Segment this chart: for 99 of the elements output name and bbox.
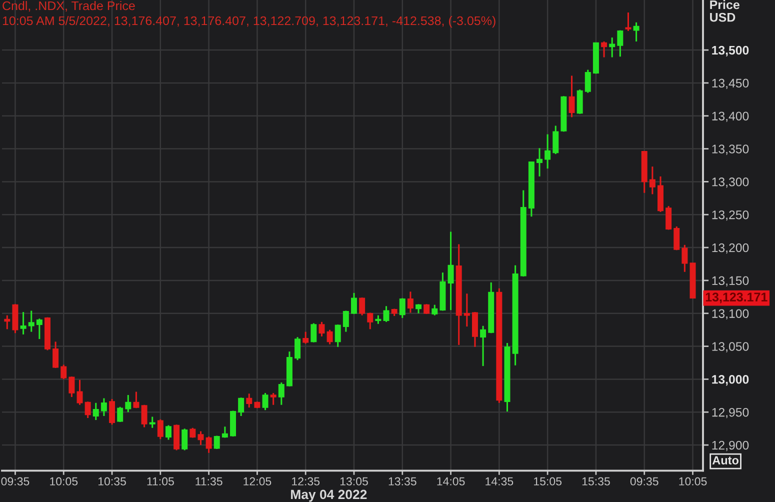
text: Auto: [712, 456, 739, 464]
candlestick: [472, 311, 478, 348]
candlestick: [125, 394, 132, 413]
candlestick: [222, 426, 228, 439]
y-tick-label: 13,200: [712, 243, 749, 254]
candlestick: [350, 292, 357, 315]
candlestick: [165, 424, 172, 441]
candlestick: [190, 427, 196, 439]
candlestick: [278, 382, 284, 406]
x-tick-label: 10:05: [50, 477, 78, 486]
candlestick: [383, 305, 390, 323]
candlestick: [4, 314, 10, 330]
y-axis-title: Price USD: [710, 0, 740, 22]
candlestick: [294, 336, 301, 361]
x-tick-label: 14:05: [437, 477, 465, 486]
candlestick: [568, 74, 575, 118]
y-tick-label: 13,000: [712, 375, 749, 386]
x-tick-label: 12:35: [292, 477, 320, 486]
candlestick: [109, 398, 116, 426]
y-tick-label: 12,950: [712, 408, 749, 418]
candlestick: [76, 379, 83, 406]
candlestick: [182, 428, 188, 452]
candlestick: [399, 297, 406, 319]
candlestick: [36, 318, 42, 340]
candlestick: [174, 424, 180, 452]
candlestick: [270, 392, 276, 406]
candlestick: [367, 312, 374, 330]
candlestick: [552, 124, 559, 155]
x-tick-label: 12:05: [244, 477, 272, 486]
y-tick-label: 13,450: [712, 78, 749, 90]
candlestick: [262, 392, 268, 411]
chart-title: Cndl, .NDX, Trade Price: [2, 1, 135, 12]
candlestick: [68, 376, 75, 398]
y-tick-label: 13,400: [712, 112, 749, 122]
x-tick-label: 15:35: [582, 477, 610, 486]
y-tick-label: 13,300: [712, 178, 749, 188]
candlestick: [206, 436, 212, 454]
x-axis-title: May 04 2022: [291, 490, 367, 502]
candlestick: [609, 36, 616, 58]
candlestick: [214, 435, 220, 450]
x-tick-label: 14:35: [486, 477, 514, 486]
y-tick-label: 13,500: [712, 46, 749, 56]
candlestick: [448, 230, 454, 311]
candlestick: [149, 416, 156, 429]
text: 13,123.171: [706, 292, 768, 304]
candlestick: [407, 290, 414, 314]
candlestick: [302, 331, 309, 344]
candlestick: [246, 392, 252, 408]
candlestick: [633, 22, 640, 42]
candlestick: [464, 292, 470, 328]
candlestick: [84, 400, 91, 419]
candlestick: [326, 329, 333, 346]
candlestick: [649, 166, 656, 195]
candlestick: [318, 321, 325, 338]
candlestick: [480, 325, 486, 367]
candlestick: [117, 406, 124, 423]
candlestick: [92, 402, 99, 421]
x-tick-label: 13:05: [340, 477, 368, 486]
candlestick: [536, 147, 543, 178]
candlestick: [238, 396, 244, 417]
candlestick: [544, 134, 551, 170]
candlestick: [674, 226, 680, 251]
candlestick: [28, 310, 34, 333]
x-tick-label: 15:05: [534, 477, 562, 486]
y-tick-label: 12,900: [712, 440, 749, 452]
candlestick: [20, 311, 26, 336]
x-tick-label: 13:35: [388, 477, 416, 486]
candlestick: [310, 322, 317, 344]
candlestick: [584, 69, 591, 94]
x-tick-label: 10:05: [679, 477, 707, 486]
candlestick: [141, 404, 148, 428]
y-tick-label: 13,050: [712, 342, 749, 352]
x-tick-label: 09:35: [1, 477, 30, 486]
candlestick: [60, 364, 67, 380]
candlestick: [52, 340, 59, 369]
candlestick: [682, 244, 688, 273]
candlestick: [133, 390, 140, 409]
candlestick: [100, 398, 107, 417]
candlestick: [157, 418, 164, 440]
candlestick: [416, 303, 422, 314]
y-tick-label: 13,100: [712, 309, 749, 320]
x-tick-label: 11:05: [147, 477, 174, 486]
x-tick-label: 10:35: [98, 477, 126, 486]
candlestick: [601, 40, 608, 58]
candlestick: [198, 430, 204, 446]
candlestick: [576, 88, 583, 115]
text: 10:05 AM 5/5/2022, 13,176.407, 13,176.407, 13,122.709, 13,123.171, -412.538, (-3.05%): [2, 16, 496, 28]
candlestick: [617, 30, 624, 58]
candlestick: [334, 324, 341, 348]
candlestick: [432, 304, 438, 316]
x-tick-label: 09:35: [630, 477, 658, 486]
y-tick-label: 13,250: [712, 210, 749, 221]
candlestick: [359, 296, 366, 316]
x-tick-label: 11:35: [196, 477, 222, 486]
y-tick-label: 13,350: [712, 144, 749, 155]
y-tick-label: 13,150: [712, 276, 749, 287]
candlestick: [666, 205, 672, 231]
candlestick: [342, 310, 349, 333]
candlestick: [625, 12, 632, 32]
